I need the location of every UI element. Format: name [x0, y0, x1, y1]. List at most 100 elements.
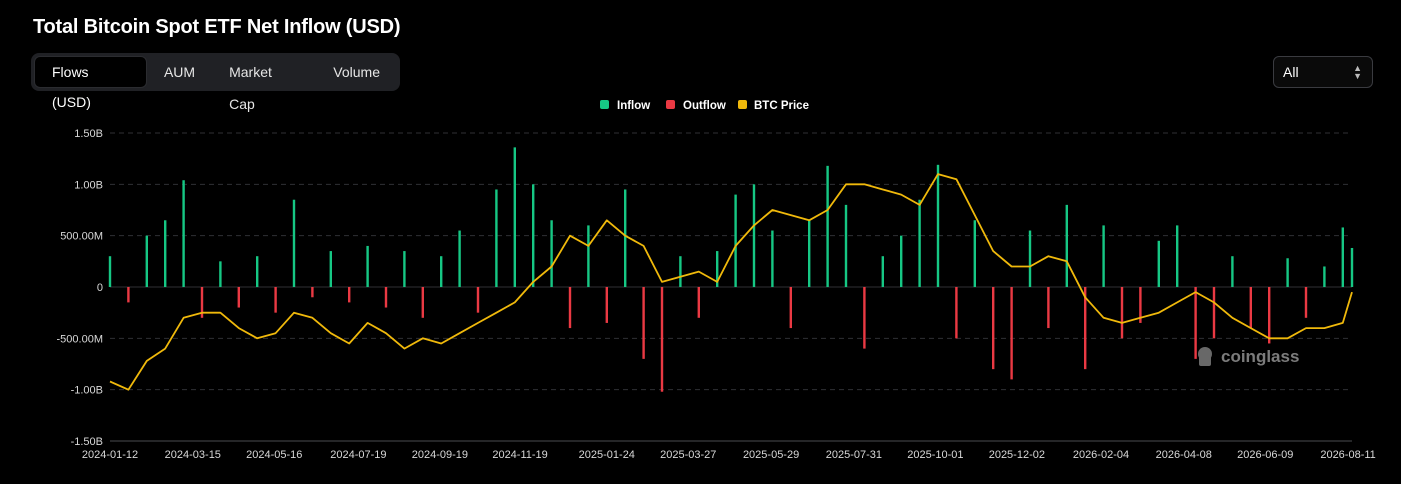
inflow-bar: [219, 261, 222, 287]
btc-price-line: [109, 173, 1353, 391]
grid-lines: [110, 132, 1352, 442]
flow-bars: [108, 147, 1354, 392]
inflow-bar: [973, 220, 976, 287]
outflow-bar: [1047, 287, 1050, 329]
inflow-bar: [1323, 266, 1326, 287]
inflow-bar: [734, 194, 737, 287]
inflow-bar: [1028, 230, 1032, 287]
outflow-bar: [789, 287, 792, 329]
x-tick-label: 2025-10-01: [907, 449, 963, 461]
inflow-bar: [329, 251, 332, 287]
outflow-bar: [1120, 287, 1124, 339]
outflow-bar: [1268, 287, 1271, 344]
x-tick-label: 2026-06-09: [1237, 449, 1293, 461]
inflow-bar: [716, 251, 719, 287]
outflow-bar: [1249, 287, 1252, 329]
inflow-bar: [182, 180, 185, 287]
outflow-bar: [384, 287, 388, 308]
chevron-updown-icon: ▲ ▼: [1353, 63, 1362, 81]
inflow-bar: [256, 256, 259, 287]
tab-market-cap[interactable]: Market Cap: [229, 64, 272, 112]
x-tick-label: 2024-11-19: [492, 449, 547, 461]
x-tick-label: 2026-02-04: [1073, 449, 1129, 461]
watermark-text: coinglass: [1221, 347, 1299, 366]
inflow-bar: [1231, 256, 1234, 287]
tab-volume[interactable]: Volume: [333, 64, 380, 80]
x-tick-label: 2025-01-24: [579, 449, 635, 461]
x-tick-label: 2024-09-19: [412, 449, 468, 461]
y-tick-label: -500.00M: [57, 333, 103, 345]
y-tick-label: -1.50B: [71, 436, 103, 448]
outflow-bar: [1084, 287, 1087, 370]
outflow-bar: [1212, 287, 1216, 339]
inflow-bar: [808, 220, 811, 287]
inflow-bar: [1065, 204, 1068, 287]
inflow-bar: [532, 184, 535, 287]
outflow-bar: [311, 287, 314, 298]
inflow-bar: [771, 230, 774, 287]
inflow-bar: [145, 235, 148, 287]
outflow-bar: [476, 287, 480, 313]
inflow-bar: [900, 235, 903, 287]
x-tick-label: 2025-05-29: [743, 449, 799, 461]
outflow-bar: [955, 287, 958, 339]
y-tick-label: -1.00B: [71, 385, 103, 397]
legend-label-btc-price: BTC Price: [754, 100, 809, 112]
inflow-bar: [292, 199, 296, 287]
inflow-bar: [826, 165, 829, 287]
outflow-bar: [274, 287, 277, 313]
x-tick-label: 2026-08-11: [1320, 449, 1375, 461]
outflow-bar: [348, 287, 351, 303]
legend-label-inflow: Inflow: [617, 100, 650, 112]
inflow-bar: [1286, 258, 1289, 287]
page-title: Total Bitcoin Spot ETF Net Inflow (USD): [33, 16, 401, 38]
inflow-bar: [752, 184, 756, 287]
x-tick-label: 2024-05-16: [246, 449, 302, 461]
inflow-bar: [587, 225, 590, 287]
y-tick-label: 1.50B: [74, 128, 103, 140]
inflow-bar: [403, 251, 406, 287]
outflow-bar: [1010, 287, 1013, 380]
outflow-bar: [568, 287, 572, 329]
inflow-bar: [844, 204, 848, 287]
x-tick-label: 2025-03-27: [660, 449, 716, 461]
inflow-bar: [679, 256, 682, 287]
y-tick-label: 1.00B: [74, 179, 103, 191]
outflow-bar: [992, 287, 995, 370]
outflow-bar: [1194, 287, 1197, 359]
inflow-bar: [624, 189, 627, 287]
y-tick-label: 0: [97, 282, 103, 294]
legend-swatch-outflow: [666, 100, 675, 109]
x-axis: 2024-01-12 2024-03-15 2024-05-16 2024-07-19…: [82, 449, 1376, 461]
inflow-bar: [495, 189, 498, 287]
inflow-bar: [1157, 240, 1160, 287]
inflow-bar: [1341, 227, 1344, 287]
tab-flows[interactable]: Flows (USD): [34, 56, 147, 110]
legend-item-btc-price[interactable]: BTC Price: [738, 100, 809, 112]
tab-aum[interactable]: AUM: [163, 64, 196, 80]
inflow-bar: [164, 220, 167, 287]
outflow-bar: [421, 287, 424, 318]
legend: Inflow Outflow BTC Price: [600, 100, 809, 112]
range-select[interactable]: All ▲ ▼: [1273, 56, 1373, 88]
legend-swatch-btc-price: [738, 100, 747, 109]
range-select-value: All: [1283, 64, 1299, 80]
inflow-bar: [458, 230, 461, 287]
outflow-bar: [1139, 287, 1142, 323]
legend-item-inflow[interactable]: Inflow: [600, 100, 650, 112]
outflow-bar: [237, 287, 240, 308]
outflow-bar: [697, 287, 700, 318]
legend-item-outflow[interactable]: Outflow: [666, 100, 726, 112]
inflow-bar: [1176, 225, 1179, 287]
inflow-bar: [108, 256, 112, 287]
x-tick-label: 2025-07-31: [826, 449, 882, 461]
inflow-bar: [918, 199, 921, 287]
x-tick-label: 2025-12-02: [989, 449, 1045, 461]
x-tick-label: 2024-01-12: [82, 449, 138, 461]
outflow-bar: [200, 287, 204, 318]
outflow-bar: [1304, 287, 1308, 318]
inflow-bar: [366, 245, 369, 287]
x-tick-label: 2024-03-15: [165, 449, 221, 461]
outflow-bar: [605, 287, 608, 323]
